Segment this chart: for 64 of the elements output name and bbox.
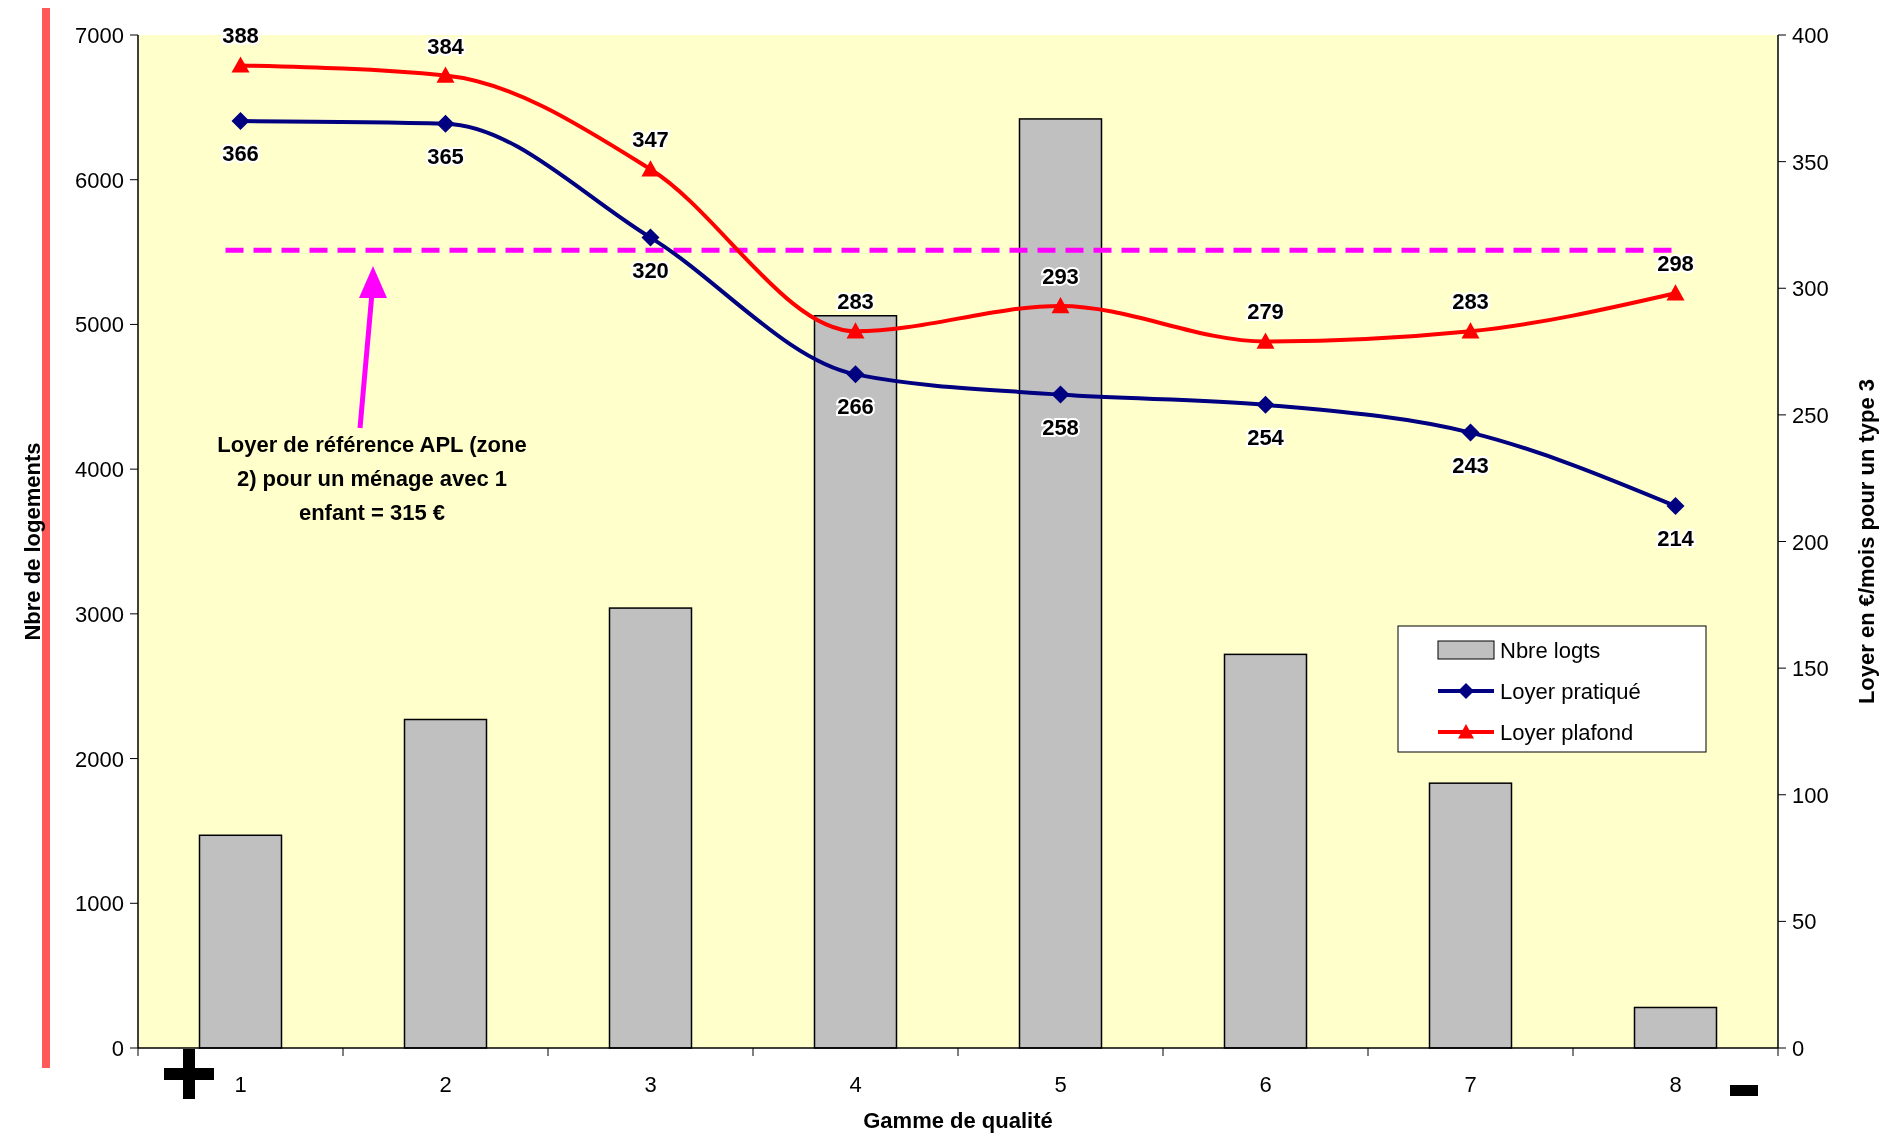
data-label: 254 [1247,424,1285,450]
x-tick-label: 4 [849,1072,862,1097]
point [641,228,660,247]
y-tick-label: 2000 [75,746,124,772]
x-tick-label: 2 [439,1072,452,1097]
point [436,66,455,83]
point [846,365,865,384]
point [1461,322,1480,339]
y2-tick-label: 350 [1792,149,1829,175]
legend-label: Nbre logts [1500,638,1601,663]
data-label: 365 [427,143,464,169]
data-label: 384 [427,33,465,59]
y-tick-label: 4000 [75,457,124,483]
y-tick-label: 1000 [75,891,124,917]
y2-tick-label: 250 [1792,402,1829,428]
y2-axis-title: Loyer en €/mois pour un type 3 [1854,378,1879,705]
data-label: 243 [1452,452,1489,478]
x-axis-title: Gamme de qualité [863,1108,1053,1133]
point [1666,497,1685,516]
data-label: 366 [222,141,259,167]
data-label: 347 [632,127,669,153]
y2-tick-label: 100 [1792,782,1829,808]
y-tick-label: 5000 [75,312,124,338]
point [1666,284,1685,301]
y-axis-title: Nbre de logements [20,442,45,641]
data-label: 266 [837,394,874,420]
point [436,114,455,133]
data-label: 283 [1452,289,1489,315]
data-label: 320 [632,257,669,283]
x-tick-label: 3 [644,1072,657,1097]
point [1051,296,1070,314]
y2-tick-label: 400 [1792,23,1829,48]
x-tick-label: 1 [234,1072,247,1097]
y2-tick-label: 150 [1792,656,1829,682]
x-tick-label: 5 [1054,1072,1067,1097]
x-tick-label: 8 [1669,1072,1682,1097]
y-tick-label: 0 [111,1036,124,1061]
y-tick-label: 3000 [75,601,124,627]
data-label: 283 [837,289,874,315]
legend-label: Loyer pratiqué [1500,679,1641,704]
y2-tick-label: 0 [1792,1036,1805,1061]
annotation: Loyer de référence APL (zone 2) pour un ménage avec 1 enfant = 315 € [216,431,528,527]
x-tick-label: 6 [1259,1072,1272,1097]
point [231,56,250,73]
point [846,322,865,339]
point [1256,395,1275,414]
data-label: 258 [1042,414,1079,440]
y2-tick-label: 300 [1792,276,1829,302]
legend-label: Loyer plafond [1500,720,1634,745]
point [641,160,660,177]
point [1256,332,1275,349]
data-label: 293 [1042,263,1079,289]
point [231,112,250,131]
point [1051,385,1070,404]
data-label: 214 [1657,526,1695,552]
y-tick-label: 6000 [75,167,124,193]
x-tick-label: 7 [1464,1072,1477,1097]
data-label: 388 [222,23,259,49]
data-label: 298 [1657,251,1694,277]
y-tick-label: 7000 [75,23,124,48]
y2-tick-label: 50 [1792,909,1817,935]
point [1461,423,1480,442]
y2-tick-label: 200 [1792,529,1829,555]
data-label: 279 [1247,299,1284,325]
